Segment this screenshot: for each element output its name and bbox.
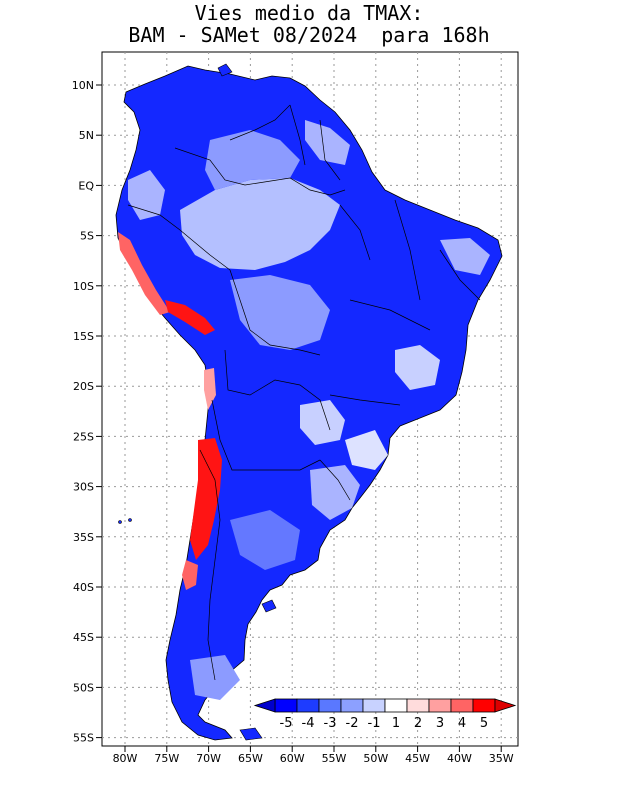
northwest-light-region	[128, 170, 165, 220]
lat-label: 10N	[72, 79, 94, 92]
colorbar-swatch	[406, 698, 430, 713]
amazon-pale-region	[180, 178, 340, 270]
colorbar-swatch	[428, 698, 452, 713]
lat-label: 50S	[73, 681, 94, 694]
lon-label: 80W	[113, 752, 138, 765]
lat-label: 30S	[73, 481, 94, 494]
northeast-light-region	[440, 238, 490, 275]
title-line-1: Vies medio da TMAX:	[194, 1, 424, 25]
lon-label: 50W	[363, 752, 388, 765]
colorbar-swatch	[274, 698, 298, 713]
peru-coast-warm	[118, 232, 170, 315]
colorbar-right-arrow	[494, 698, 517, 713]
islands	[118, 63, 277, 741]
lon-label: 55W	[322, 752, 347, 765]
lon-label: 60W	[280, 752, 305, 765]
guiana-light-region	[305, 120, 350, 165]
lon-label: 65W	[238, 752, 263, 765]
lat-label: 25S	[73, 430, 94, 443]
lat-label: 20S	[73, 380, 94, 393]
colorbar-swatch	[384, 698, 408, 713]
atacama-warm	[204, 368, 216, 410]
warm-bias-regions	[118, 232, 222, 590]
east-light-region	[395, 345, 440, 390]
uruguay-light-region	[310, 465, 360, 520]
patagonia-light-region	[190, 655, 240, 700]
light-bias-regions	[128, 120, 490, 700]
colorbar-label: -3	[324, 716, 337, 731]
lat-label: 5S	[80, 230, 94, 243]
title-line-2: BAM - SAMet 08/2024 para 168h	[128, 23, 490, 47]
colorbar-left-arrow	[253, 698, 276, 713]
colorbar-swatch	[318, 698, 342, 713]
colorbar-label: 1	[392, 716, 400, 731]
lon-label: 75W	[154, 752, 179, 765]
lon-label: 35W	[489, 752, 514, 765]
colorbar-label: -2	[346, 716, 359, 731]
colorbar-swatch	[296, 698, 320, 713]
lat-label: 35S	[73, 531, 94, 544]
axis-labels: 10N 5N EQ 5S 10S 15S 20S 25S 30S 35S 40S 45S 50S 55S 8…	[72, 79, 514, 765]
lon-label: 70W	[196, 752, 221, 765]
central-light-region	[230, 275, 330, 350]
lon-label: 45W	[405, 752, 430, 765]
colorbar-label: -5	[280, 716, 293, 731]
chile-andes-warm	[190, 438, 222, 560]
colorbar-label: 4	[458, 716, 466, 731]
amazon-light-region	[205, 130, 300, 190]
colorbar-swatch	[472, 698, 496, 713]
colorbar-swatch	[450, 698, 474, 713]
lat-label: 15S	[73, 330, 94, 343]
chile-south-warm	[182, 560, 198, 590]
pampa-light-region	[230, 510, 300, 570]
andes-peru-warm	[165, 300, 215, 335]
colorbar-label: 2	[414, 716, 422, 731]
colorbar-label: -4	[302, 716, 315, 731]
colorbar: -5 -4 -3 -2 -1 1 2 3 4 5	[253, 698, 517, 731]
lat-label: 45S	[73, 631, 94, 644]
lon-label: 40W	[447, 752, 472, 765]
south-pale-region	[300, 400, 345, 445]
map-title: Vies medio da TMAX: BAM - SAMet 08/2024 …	[0, 2, 618, 46]
southeast-pale-region	[345, 430, 388, 470]
colorbar-swatch	[362, 698, 386, 713]
lat-label: 40S	[73, 581, 94, 594]
lat-label: 5N	[79, 129, 94, 142]
colorbar-label: 3	[436, 716, 444, 731]
lat-label: EQ	[78, 179, 94, 192]
lat-label: 55S	[73, 732, 94, 745]
colorbar-label: -1	[368, 716, 381, 731]
colorbar-label: 5	[480, 716, 488, 731]
colorbar-swatch	[340, 698, 364, 713]
country-borders	[127, 104, 481, 681]
lat-label: 10S	[73, 280, 94, 293]
